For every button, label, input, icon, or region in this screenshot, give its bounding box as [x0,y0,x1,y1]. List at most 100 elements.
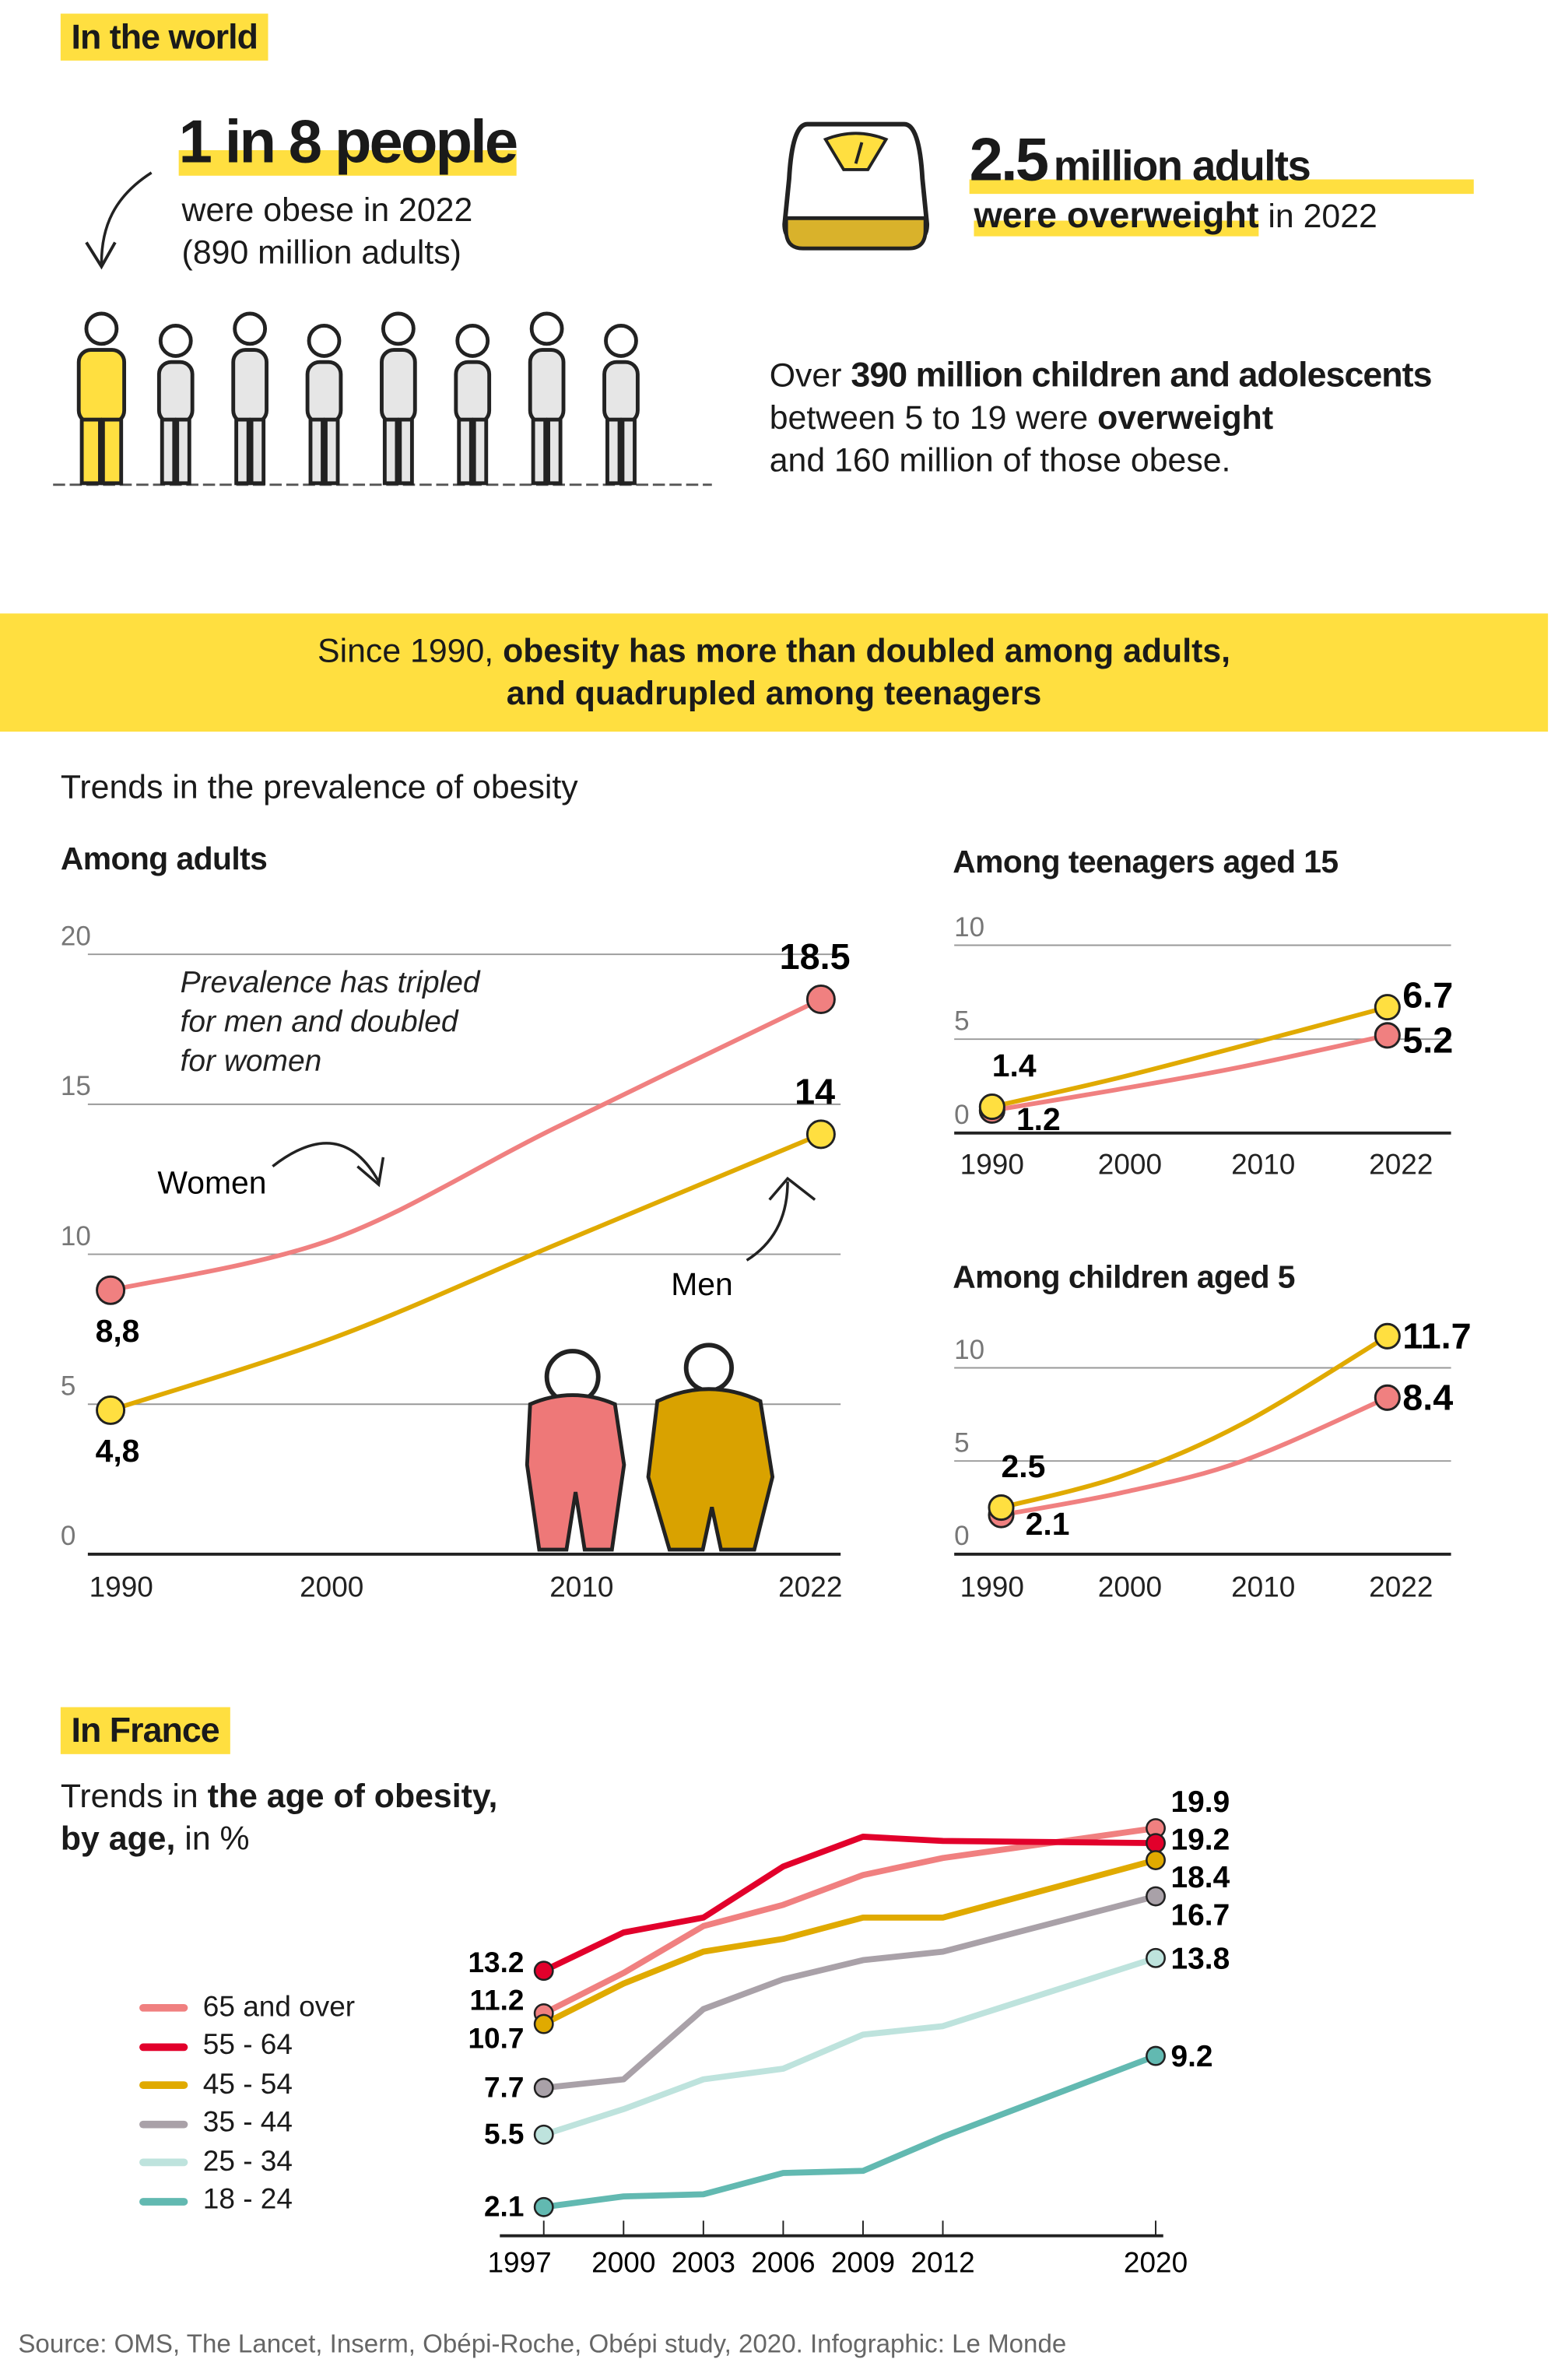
series-line [542,1857,1157,2027]
data-point [533,2013,554,2034]
bold-text: were overweight [974,195,1259,237]
data-point [533,2124,554,2145]
x-tick-label: 2010 [1231,1148,1295,1180]
start-value-label: 4,8 [96,1433,140,1469]
leg [100,417,124,486]
source-note: Source: OMS, The Lancet, Inserm, Obépi-R… [18,2329,1067,2359]
y-tick-label: 10 [954,912,984,943]
series-line [1000,1395,1388,1518]
start-value-label: 2.1 [484,2190,524,2222]
legend-label: 25 - 34 [202,2146,293,2178]
y-tick-label: 10 [61,1221,91,1251]
summary-banner: Since 1990, obesity has more than double… [0,613,1549,732]
legend-item: 25 - 34 [139,2143,355,2182]
arrow-men-icon [746,1181,789,1262]
series-label-women: Women [157,1165,266,1201]
end-value-label: 19.9 [1170,1785,1230,1819]
line: (890 million adults) [181,233,461,272]
trends-title: Trends in the prevalence of obesity [60,767,578,806]
x-tick-label: 2022 [1369,1571,1433,1602]
series-line [543,1893,1157,2091]
stat-desc-1in8: were obese in 2022 (890 million adults) [182,189,473,274]
legend-item: 45 - 54 [139,2066,355,2105]
data-point [1146,1886,1166,1907]
series-line [991,1033,1388,1113]
head [307,324,342,358]
woman-figure [525,1349,626,1552]
legend-swatch [139,2004,188,2013]
text: Over [769,356,851,395]
x-tick-label: 2012 [911,2246,974,2278]
data-point [1146,1850,1166,1870]
leg [457,417,473,486]
data-point [1146,1947,1166,1968]
chart-teens: 0 5 10 1990 2000 2010 2022 1.2 5.2 1.4 6.7 [954,912,1453,1180]
end-value-label: 6.7 [1402,974,1453,1015]
x-tick-label: 2003 [672,2246,735,2278]
leg [472,417,489,486]
stat-headline-2.5m: 2.5 million adults [969,127,1474,195]
stat-headline-1in8: 1 in 8 people [178,109,518,177]
legend-item: 65 and over [139,1989,355,2027]
end-value-label: 19.2 [1170,1823,1230,1856]
bold-text: by age, [60,1819,176,1858]
end-value-label: 14 [795,1071,835,1111]
person-figure [156,324,195,486]
data-point [1374,994,1401,1021]
x-tick-label: 2000 [300,1571,363,1602]
bold-text: the age of obesity, [207,1777,498,1815]
data-point [1374,1322,1401,1350]
person-figure [602,324,640,486]
legend-swatch [139,2120,188,2129]
y-tick-label: 5 [954,1428,969,1459]
leg [531,417,548,486]
body [525,1393,626,1552]
chart-title-children: Among children aged 5 [953,1260,1295,1296]
x-tick-label: 1997 [487,2246,551,2278]
person-figure [528,311,566,486]
x-tick-label: 2022 [1369,1148,1433,1180]
end-value-label: 5.2 [1402,1020,1453,1061]
start-value-label: 13.2 [468,1946,524,1978]
start-value-label: 5.5 [484,2118,524,2150]
y-tick-label: 0 [954,1521,969,1551]
start-value-label: 8,8 [96,1313,140,1349]
y-tick-label: 5 [61,1371,75,1402]
bold-text: and quadrupled among teenagers [506,674,1042,712]
obese-person-figure [76,311,127,486]
data-point [1374,1022,1401,1049]
series-line [991,1005,1388,1109]
headline-text: million adults [1053,142,1311,190]
chart-adults: 0 5 10 15 20 1990 2000 2010 2022 8,8 18.5 4,8 14 Prev… [61,921,851,1602]
x-tick-label: 2020 [1124,2246,1188,2278]
x-tick-label: 2010 [1231,1571,1295,1602]
data-point [96,1275,126,1305]
series-line [110,997,823,1293]
leg [79,417,102,486]
head [683,1343,734,1393]
bold-text: overweight [1097,398,1274,437]
head [529,311,564,346]
legend-label: 65 and over [202,1991,356,2024]
x-tick-label: 2000 [591,2246,655,2278]
end-value-label: 18.4 [1170,1861,1230,1894]
data-point [978,1093,1005,1121]
start-value-label: 11.2 [469,1985,524,2017]
x-tick-label: 1990 [89,1571,153,1602]
man-figure [646,1343,775,1552]
legend-item: 35 - 44 [139,2104,355,2143]
data-point [533,1961,554,1982]
series-line [543,2052,1157,2210]
leg [546,417,563,486]
series-line [1000,1334,1389,1510]
leg [382,417,399,486]
data-point [533,2077,554,2098]
legend-item: 55 - 64 [139,2027,355,2066]
headline-text: 1 in 8 people [178,109,518,176]
leg [249,417,266,486]
arrow-down-icon [85,171,153,270]
bold-text: 390 million children and adolescents [851,354,1432,395]
legend-swatch [139,2197,188,2206]
